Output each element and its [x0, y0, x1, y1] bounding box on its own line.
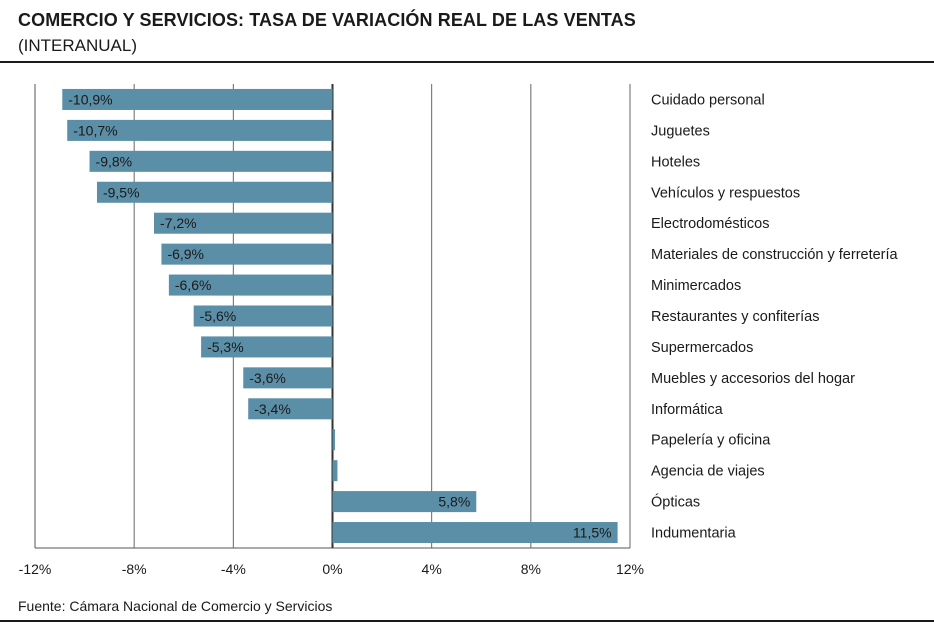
bar-value-label: -3,4% — [254, 401, 291, 417]
bar-value-label: -10,7% — [73, 122, 117, 138]
x-tick-label: -12% — [19, 561, 52, 577]
source-note: Fuente: Cámara Nacional de Comercio y Se… — [18, 598, 333, 614]
bar — [332, 491, 477, 513]
category-label: Hoteles — [651, 154, 700, 170]
category-label: Cuidado personal — [651, 92, 765, 108]
bar — [96, 181, 333, 203]
category-label: Minimercados — [651, 278, 741, 294]
bar — [154, 212, 333, 234]
category-label: Indumentaria — [651, 526, 737, 542]
bar — [89, 150, 333, 172]
bar — [243, 367, 333, 389]
bar — [248, 398, 333, 420]
bottom-rule — [0, 620, 934, 622]
category-label: Electrodomésticos — [651, 216, 769, 232]
category-label: Supermercados — [651, 340, 753, 356]
bar — [161, 243, 333, 265]
x-tick-label: 4% — [422, 561, 442, 577]
bar-value-label: -6,9% — [167, 246, 204, 262]
x-axis-ticks: -12% -8% -4% 0% 4% 8% 12% — [19, 561, 644, 577]
bar — [67, 119, 333, 141]
x-tick-label: 8% — [521, 561, 541, 577]
bar-value-label: -5,3% — [207, 339, 244, 355]
top-rule — [0, 61, 934, 63]
x-tick-label: -8% — [122, 561, 147, 577]
bar — [193, 305, 333, 327]
bar — [168, 274, 333, 296]
bar — [332, 429, 335, 451]
x-tick-label: -4% — [221, 561, 246, 577]
category-label: Informática — [651, 402, 724, 418]
category-label: Papelería y oficina — [651, 433, 771, 449]
category-label: Vehículos y respuestos — [651, 185, 800, 201]
bar-value-label: -9,5% — [103, 184, 140, 200]
category-label: Materiales de construcción y ferretería — [651, 247, 899, 263]
chart-subtitle: (INTERANUAL) — [18, 36, 138, 55]
category-labels: Cuidado personal Juguetes Hoteles Vehículos… — [651, 92, 899, 541]
bars: -10,9% -10,7% -9,8% -9,5% -7,2% -6,9% -6,6% -5,… — [62, 88, 618, 544]
bar-value-label: 5,8% — [438, 494, 470, 510]
category-label: Ópticas — [651, 494, 700, 511]
bar-value-label: -10,9% — [68, 91, 112, 107]
x-tick-label: 12% — [616, 561, 644, 577]
bar — [201, 336, 333, 358]
bar — [332, 522, 618, 544]
category-label: Juguetes — [651, 123, 710, 139]
bar-value-label: -9,8% — [96, 153, 133, 169]
chart-title: COMERCIO Y SERVICIOS: TASA DE VARIACIÓN … — [18, 10, 636, 30]
bar — [332, 460, 338, 482]
bar-value-label: -7,2% — [160, 215, 197, 231]
bar-value-label: 11,5% — [573, 525, 612, 541]
bar-value-label: -6,6% — [175, 277, 212, 293]
category-label: Muebles y accesorios del hogar — [651, 371, 855, 387]
bar-value-label: -5,6% — [200, 308, 237, 324]
bar — [62, 88, 333, 110]
bar-value-label: -3,6% — [249, 370, 286, 386]
x-tick-label: 0% — [322, 561, 342, 577]
category-label: Restaurantes y confiterías — [651, 309, 819, 325]
category-label: Agencia de viajes — [651, 464, 765, 480]
